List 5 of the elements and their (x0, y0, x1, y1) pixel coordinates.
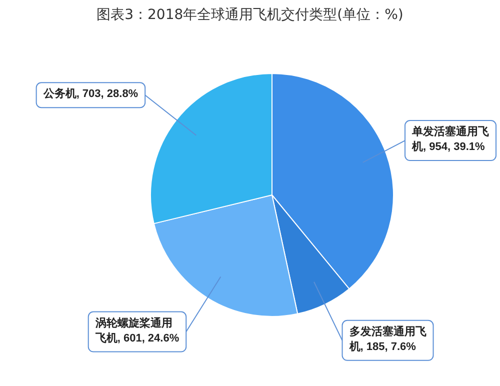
chart-title: 图表3：2018年全球通用飞机交付类型(单位：%) (96, 6, 404, 25)
slice-label: 单发活塞通用飞机, 954, 39.1% (411, 125, 489, 154)
slice-label: 公务机, 703, 28.8% (42, 87, 138, 100)
slice-label: 多发活塞通用飞机, 185, 7.6% (348, 324, 426, 353)
slice-label: 涡轮螺旋桨通用飞机, 601, 24.6% (94, 316, 180, 344)
